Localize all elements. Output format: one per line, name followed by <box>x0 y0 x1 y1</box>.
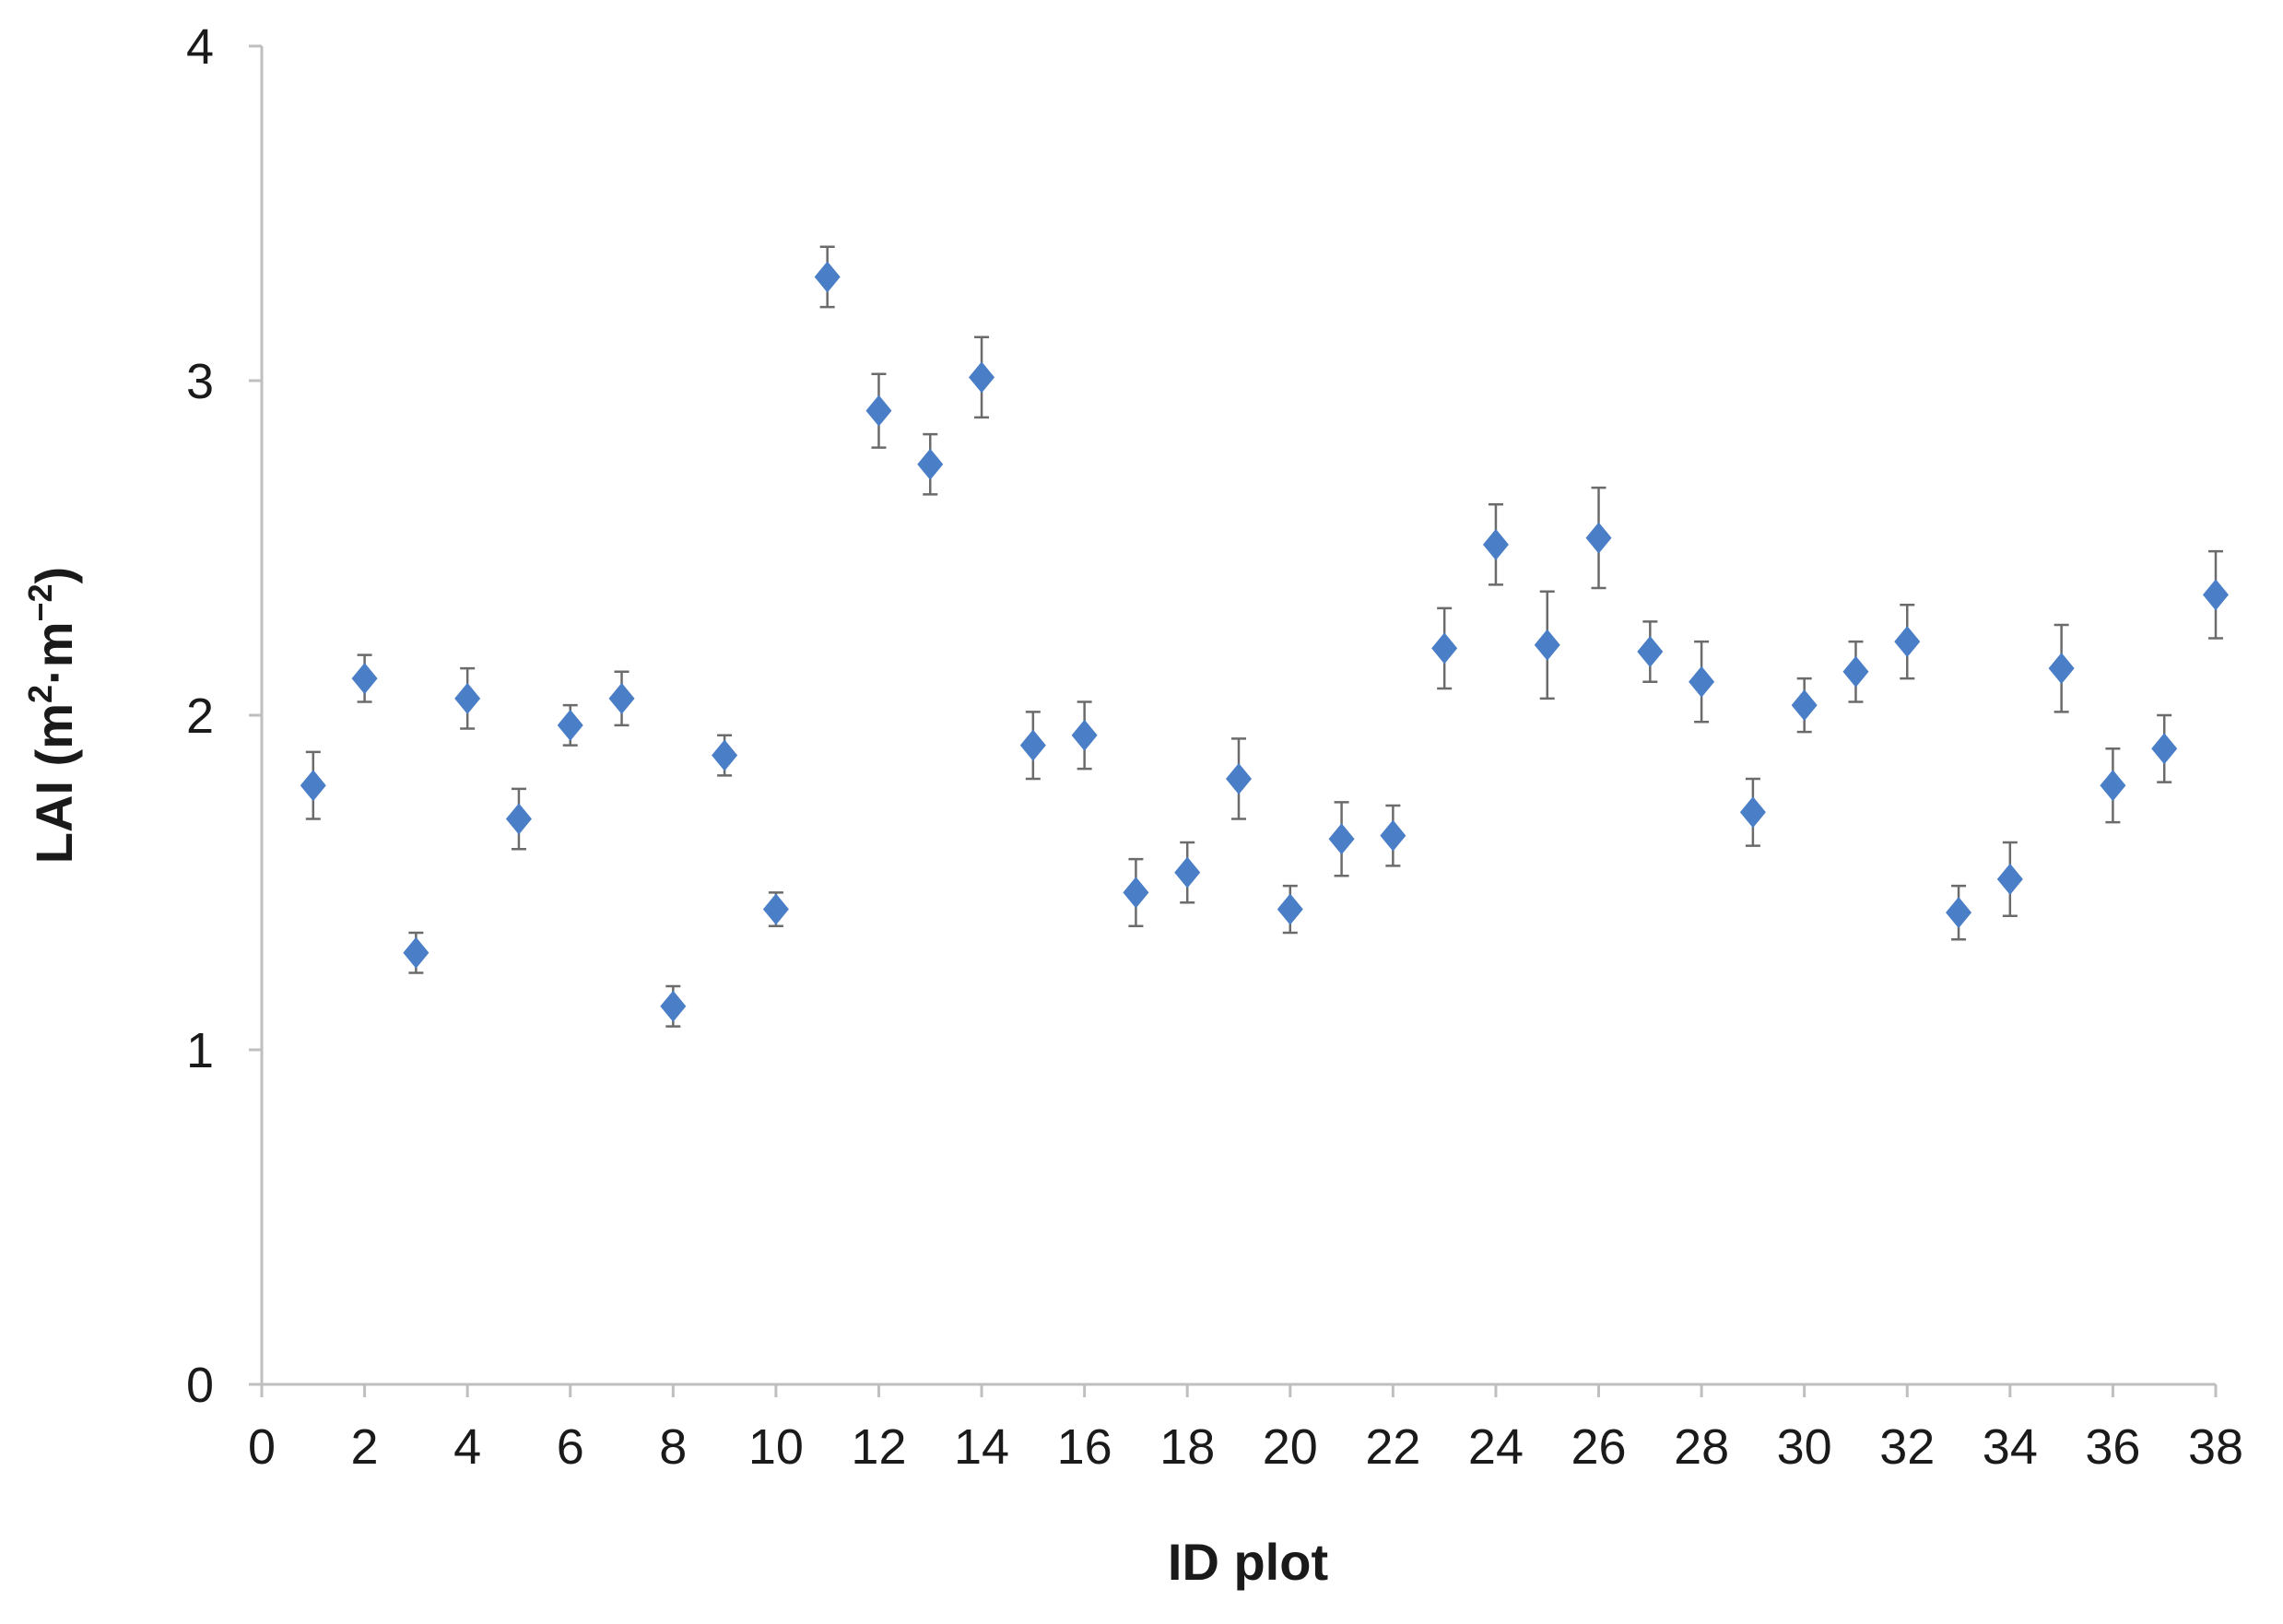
error-bars <box>305 245 2223 1028</box>
x-tick-label: 26 <box>1571 1419 1626 1475</box>
data-point <box>814 261 841 293</box>
y-tick-label: 0 <box>186 1358 214 1413</box>
data-point <box>917 448 944 480</box>
data-point <box>1739 796 1766 829</box>
x-tick-label: 16 <box>1057 1419 1112 1475</box>
x-tick-label: 24 <box>1468 1419 1524 1475</box>
data-point <box>1791 689 1818 722</box>
x-tick-label: 18 <box>1159 1419 1215 1475</box>
data-point <box>403 936 430 969</box>
y-axis-title-mid: ·m <box>25 622 83 685</box>
x-ticks: 0 2 4 6 8 10 12 14 16 18 20 22 24 26 28 30 32 34 36 38 <box>248 1384 2243 1475</box>
data-point <box>300 770 326 802</box>
x-tick-label: 6 <box>557 1419 584 1475</box>
x-tick-label: 38 <box>2188 1419 2243 1475</box>
data-point <box>505 803 532 835</box>
y-tick-label: 4 <box>186 19 214 75</box>
data-point <box>2100 770 2126 802</box>
data-point <box>1019 729 1046 761</box>
data-point <box>1689 665 1715 698</box>
x-tick-label: 8 <box>659 1419 687 1475</box>
data-point <box>1534 629 1560 661</box>
y-axis-title-end: ) <box>25 567 83 584</box>
y-ticks: 0 1 2 3 4 <box>186 19 262 1413</box>
y-tick-label: 3 <box>186 354 214 409</box>
data-point <box>2151 733 2178 765</box>
data-point <box>454 682 481 714</box>
data-point <box>762 893 789 925</box>
x-tick-label: 10 <box>748 1419 804 1475</box>
y-tick-label: 2 <box>186 688 214 744</box>
x-tick-label: 32 <box>1879 1419 1935 1475</box>
data-point <box>1842 655 1869 688</box>
data-point <box>2048 653 2075 685</box>
data-point <box>712 739 738 771</box>
data-point <box>1277 893 1303 925</box>
data-point <box>1226 762 1252 794</box>
x-tick-label: 4 <box>453 1419 481 1475</box>
x-axis-title: ID plot <box>1168 1533 1328 1591</box>
data-point <box>2203 579 2229 611</box>
axes <box>260 46 2216 1386</box>
x-tick-label: 14 <box>954 1419 1009 1475</box>
x-tick-label: 28 <box>1674 1419 1729 1475</box>
data-point <box>660 990 687 1022</box>
data-point <box>1328 823 1355 855</box>
y-axis-title: LAI (m2·m−2) <box>21 567 83 864</box>
x-tick-label: 20 <box>1263 1419 1318 1475</box>
data-point <box>1637 636 1664 668</box>
data-point <box>969 361 995 394</box>
y-axis-title-sup1: 2 <box>21 685 59 703</box>
data-point <box>1946 897 1972 929</box>
y-axis-title-base: LAI (m <box>25 703 83 864</box>
data-point <box>557 709 583 741</box>
x-tick-label: 12 <box>851 1419 906 1475</box>
data-point <box>1585 522 1612 554</box>
x-tick-label: 36 <box>2085 1419 2140 1475</box>
data-point <box>1431 632 1458 665</box>
data-points <box>300 261 2229 1022</box>
data-point <box>351 663 378 695</box>
data-point <box>865 394 892 427</box>
data-point <box>1894 626 1921 658</box>
data-point <box>1071 719 1098 751</box>
x-tick-label: 34 <box>1983 1419 2038 1475</box>
data-point <box>1482 528 1509 560</box>
data-point <box>608 682 635 714</box>
x-tick-label: 2 <box>351 1419 379 1475</box>
y-tick-label: 1 <box>186 1023 214 1078</box>
data-point <box>1174 856 1201 888</box>
x-tick-label: 30 <box>1777 1419 1832 1475</box>
data-point <box>1996 863 2023 895</box>
y-axis-title-sup2: −2 <box>21 583 59 621</box>
data-point <box>1123 877 1149 909</box>
x-tick-label: 0 <box>248 1419 276 1475</box>
data-point <box>1380 819 1406 852</box>
x-tick-label: 22 <box>1365 1419 1420 1475</box>
